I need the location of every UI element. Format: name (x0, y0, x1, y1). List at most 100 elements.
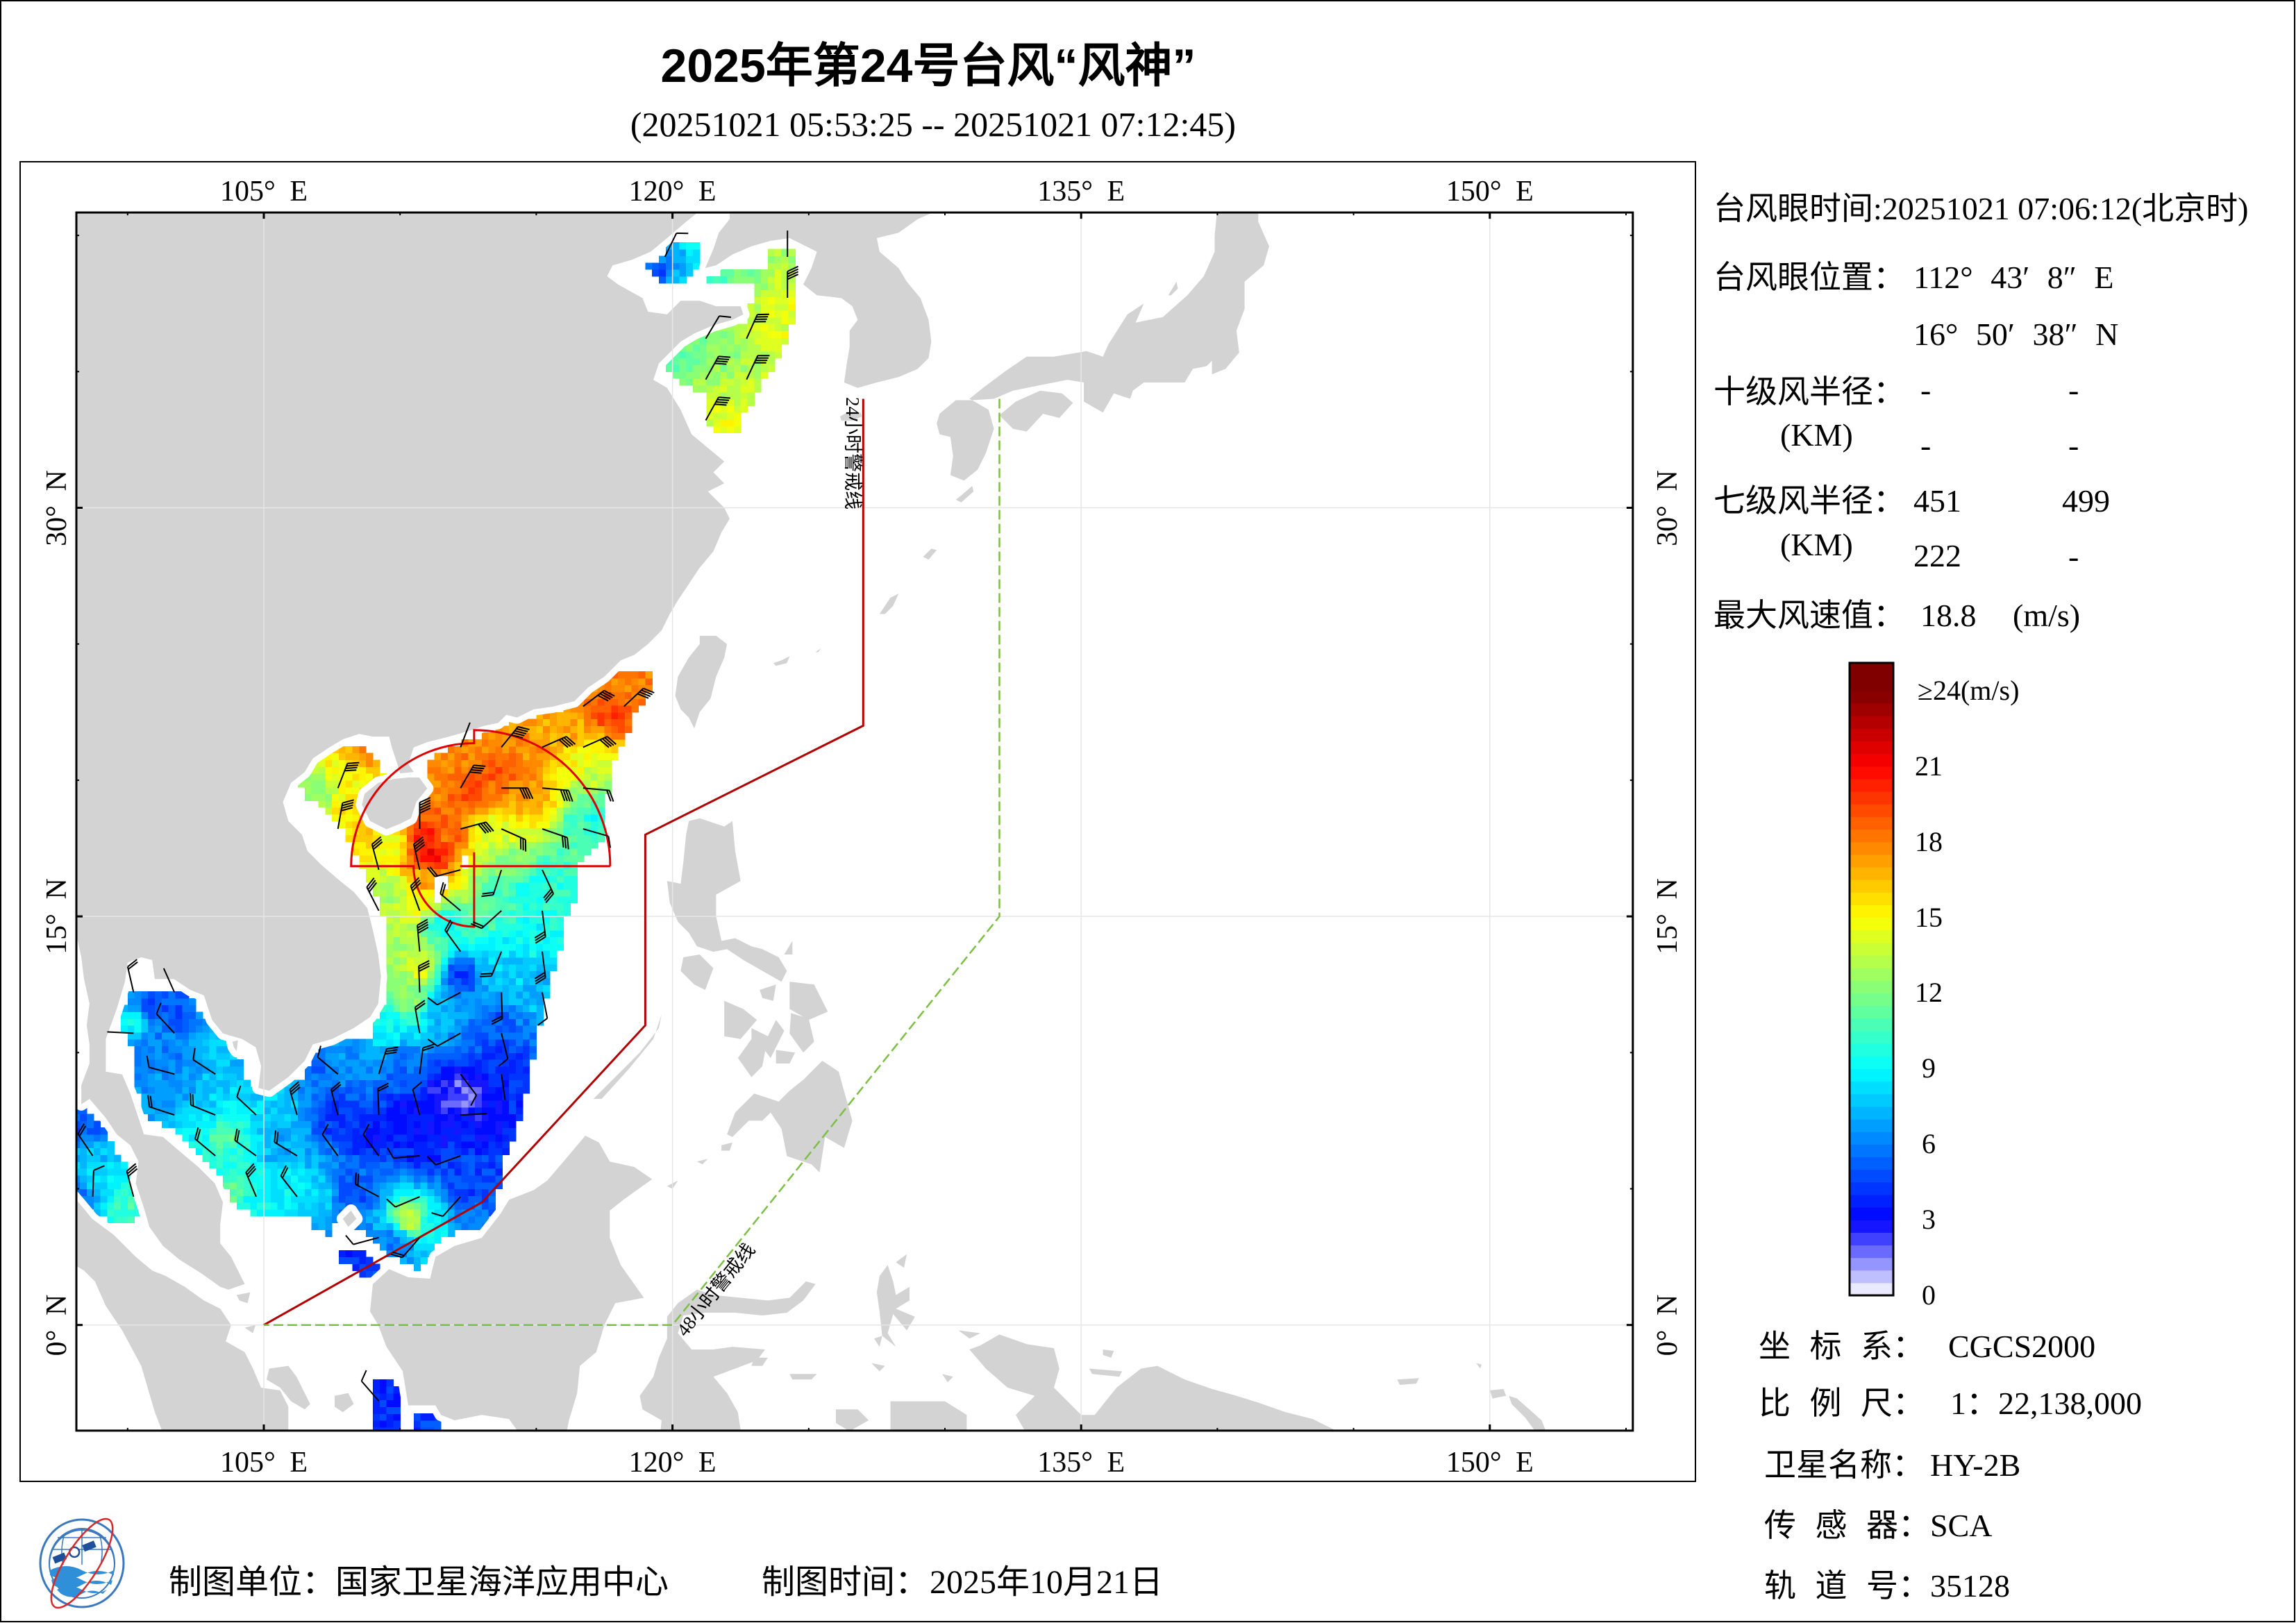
wind-cell (134, 1079, 142, 1087)
wind-cell (543, 889, 551, 897)
wind-barb (534, 951, 546, 985)
colorbar-band (1850, 1245, 1893, 1259)
wind-cell (502, 807, 510, 815)
wind-barb (194, 1127, 216, 1157)
wind-cell (441, 855, 449, 863)
max-wind-label: 最大风速值： (1713, 598, 1905, 633)
wind-cell (788, 283, 796, 291)
wind-cell (543, 793, 551, 801)
wind-cell (706, 330, 714, 338)
wind-cell (454, 1134, 462, 1142)
wind-cell (604, 780, 612, 788)
wind-cell (604, 759, 612, 767)
wind-cell (148, 1025, 156, 1033)
wind-cell (461, 909, 469, 917)
wind-cell (597, 780, 605, 788)
wind-cell (577, 732, 585, 740)
colorbar-band (1850, 728, 1893, 742)
wind-cell (332, 814, 340, 822)
wind-cell (304, 1079, 312, 1087)
new-ireland-land (1509, 1395, 1546, 1431)
wind-cell (516, 821, 523, 829)
wind-cell (407, 875, 414, 883)
colorbar-band (1850, 841, 1893, 855)
wind-cell (400, 902, 408, 910)
wind-cell (379, 1229, 387, 1237)
wind-cell (577, 821, 585, 829)
wind-cell (318, 1147, 326, 1155)
wind-cell (189, 1045, 196, 1053)
wind-cell (529, 984, 537, 992)
wind-cell (189, 1038, 196, 1047)
wind-cell (175, 1100, 183, 1108)
wind-cell (529, 827, 537, 835)
wind-cell (393, 930, 401, 938)
wind-cell (733, 412, 741, 420)
wind-cell (475, 936, 483, 944)
wind-cell (168, 1100, 176, 1108)
wind-cell (264, 1141, 271, 1149)
wind-cell (250, 1113, 258, 1121)
wind-cell (229, 1120, 237, 1128)
wind-cell (325, 1188, 333, 1196)
wind-cell (529, 889, 537, 897)
wind-cell (434, 855, 442, 863)
wind-cell (93, 1168, 101, 1176)
wind-cell (454, 848, 462, 856)
wind-cell (352, 1052, 360, 1060)
wind-cell (420, 1427, 428, 1431)
wind-cell (727, 358, 735, 366)
wind-cell (373, 1236, 380, 1244)
wind-cell (447, 964, 455, 972)
wind-cell (556, 780, 564, 788)
wind-cell (686, 242, 694, 250)
sensor-label: 传 感 器： (1764, 1508, 1930, 1543)
wind-cell (400, 1100, 408, 1108)
wind-cell (475, 964, 483, 972)
wind-cell (373, 848, 380, 856)
wind-cell (475, 1175, 483, 1183)
wind-cell (475, 841, 483, 849)
wind-cell (400, 1120, 408, 1128)
wind-cell (441, 1141, 449, 1149)
wind-cell (359, 1052, 367, 1060)
wind-barb (412, 1081, 423, 1116)
wind-cell (386, 1004, 394, 1012)
wind-barb (498, 1033, 509, 1067)
wind-cell (359, 1181, 367, 1190)
wind-cell (754, 303, 762, 311)
wind-cell (359, 1188, 367, 1196)
wind-cell (359, 1086, 367, 1094)
wind-cell (386, 1032, 394, 1040)
wind-cell (434, 936, 442, 944)
wind-cell (761, 289, 769, 297)
wind-cell (563, 725, 571, 733)
wind-cell (277, 1209, 285, 1217)
wind-cell (454, 800, 462, 808)
wind-cell (168, 1025, 176, 1033)
wind-cell (373, 1127, 380, 1135)
wind-cell (338, 1059, 346, 1067)
wind-cell (475, 875, 483, 883)
wind-cell (550, 834, 558, 842)
wind-cell (243, 1120, 251, 1128)
wind-cell (393, 970, 401, 978)
wind-cell (434, 1086, 442, 1094)
wind-cell (509, 895, 517, 904)
wind-cell (86, 1161, 94, 1169)
wind-cell (366, 1073, 374, 1081)
coord-system-label: 坐 标 系： (1759, 1329, 1925, 1364)
wind-cell (774, 249, 782, 257)
wind-cell (481, 746, 489, 754)
wind-cell (413, 821, 421, 829)
wind-cell (216, 1052, 224, 1060)
wind-cell (400, 1181, 408, 1190)
wind-cell (332, 1188, 340, 1196)
wind-cell (536, 943, 544, 951)
wind-cell (468, 1154, 476, 1162)
wind-cell (270, 1188, 278, 1196)
wind-cell (379, 1045, 387, 1053)
wind-cell (447, 909, 455, 917)
wind-cell (733, 378, 741, 386)
wind-cell (427, 1209, 435, 1217)
